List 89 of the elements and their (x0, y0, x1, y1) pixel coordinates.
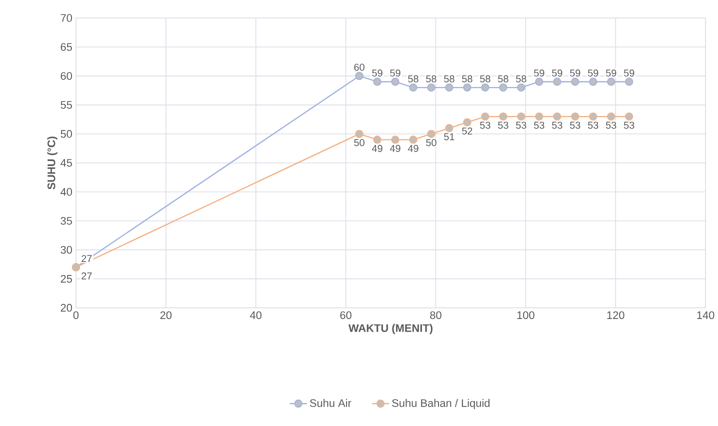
y-tick-label: 45 (60, 159, 72, 167)
point (589, 112, 598, 121)
data-label: 59 (588, 70, 598, 77)
data-label: 58 (480, 75, 490, 82)
data-label: 51 (444, 133, 454, 140)
y-axis-title: SUHU (°C) (47, 136, 58, 190)
data-label: 49 (372, 145, 382, 152)
data-label: 59 (624, 70, 634, 77)
point (517, 84, 526, 92)
data-label: 59 (390, 70, 400, 77)
point (607, 78, 616, 86)
data-label: 59 (606, 70, 616, 77)
data-label: 52 (462, 128, 472, 135)
point (553, 78, 562, 86)
y-tick-label: 20 (60, 304, 72, 312)
data-label: 50 (426, 139, 436, 146)
point (409, 136, 418, 144)
y-tick-label: 55 (60, 101, 72, 109)
point (355, 130, 364, 138)
data-label: 58 (408, 75, 418, 82)
data-label: 27 (82, 272, 92, 280)
data-label: 53 (534, 122, 544, 129)
point (391, 78, 400, 86)
point (463, 118, 472, 127)
x-tick-label: 80 (430, 311, 442, 320)
point (445, 84, 454, 92)
point (391, 136, 400, 144)
point (625, 78, 634, 86)
point (499, 112, 508, 121)
point (607, 112, 616, 121)
x-tick-label: 140 (697, 311, 714, 320)
point (517, 112, 526, 121)
point (499, 84, 508, 92)
y-tick-label: 25 (60, 275, 72, 283)
y-tick-label: 65 (60, 43, 72, 51)
x-tick-label: 120 (607, 311, 624, 320)
data-label: 58 (462, 75, 472, 82)
data-label: 49 (390, 145, 400, 152)
data-label: 58 (444, 75, 454, 82)
data-label: 53 (624, 122, 634, 129)
point (571, 78, 580, 86)
point (373, 136, 382, 144)
data-label: 59 (570, 70, 580, 77)
x-tick-label: 0 (73, 311, 79, 320)
point (481, 112, 490, 121)
data-label: 53 (588, 122, 598, 129)
point (625, 112, 634, 121)
data-label: 53 (480, 122, 490, 129)
point (553, 112, 562, 121)
data-label: 53 (516, 122, 526, 129)
data-label: 53 (606, 122, 616, 129)
point (589, 78, 598, 86)
x-axis-title: WAKTU (MENIT) (348, 324, 432, 334)
data-label: 53 (570, 122, 580, 129)
data-label: 53 (552, 122, 562, 129)
point (571, 112, 580, 121)
point (535, 112, 544, 121)
point (481, 84, 490, 92)
legend-label: Suhu Bahan / Liquid (392, 399, 490, 410)
data-label: 58 (516, 75, 526, 82)
data-label: 27 (82, 255, 92, 262)
point (355, 72, 364, 80)
point (445, 124, 454, 132)
y-tick-label: 50 (60, 130, 72, 138)
x-tick-label: 40 (250, 311, 262, 320)
data-label: 59 (372, 70, 382, 77)
y-tick-label: 70 (60, 14, 72, 22)
data-label: 58 (426, 75, 436, 82)
y-tick-label: 30 (60, 246, 72, 254)
point (409, 84, 418, 92)
data-label: 59 (534, 70, 544, 77)
point (463, 84, 472, 92)
x-tick-label: 60 (340, 311, 352, 320)
x-tick-label: 20 (160, 311, 172, 320)
data-label: 60 (354, 64, 364, 71)
y-tick-label: 35 (60, 217, 72, 225)
legend-label: Suhu Air (310, 399, 352, 408)
data-label: 58 (498, 75, 508, 82)
y-tick-label: 60 (60, 72, 72, 80)
point (373, 78, 382, 86)
data-label: 59 (552, 70, 562, 77)
y-tick-label: 40 (60, 188, 72, 196)
data-label: 50 (354, 139, 364, 146)
point (535, 78, 544, 86)
data-label: 53 (498, 122, 508, 129)
data-label: 49 (408, 145, 418, 152)
point (427, 84, 436, 92)
point (427, 130, 436, 138)
x-tick-label: 100 (517, 311, 534, 320)
